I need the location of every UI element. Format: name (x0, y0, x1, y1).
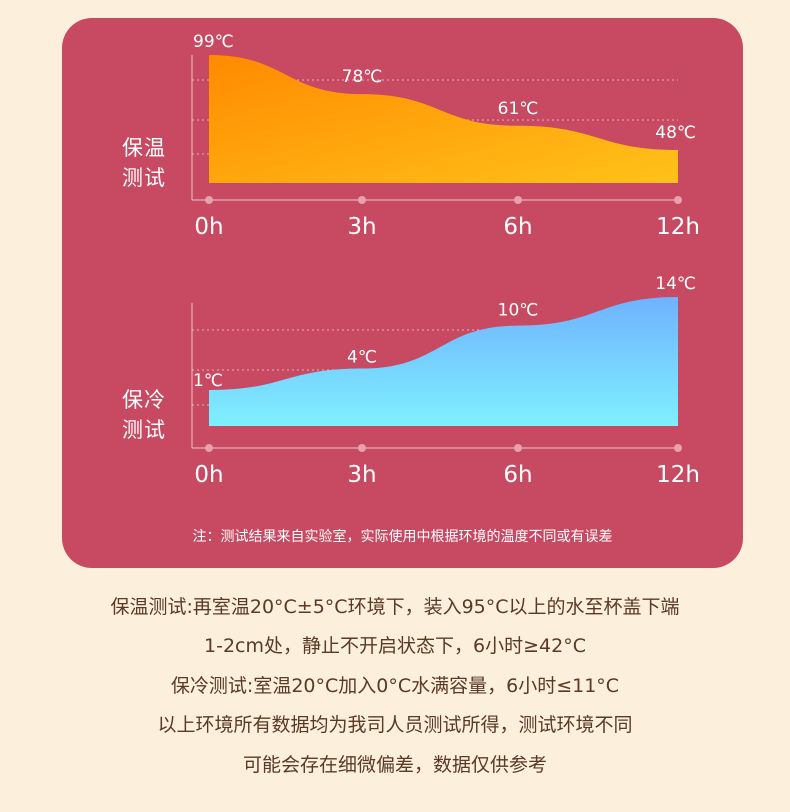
keep-cold-tick-label: 0h (194, 462, 223, 488)
keep-cold-data-label: 1℃ (193, 371, 223, 391)
charts-svg: 0h 3h 6h 12h 99℃ 78℃ 61℃ 48℃ 0h 3h 6h 12h 1℃ 4℃ 10℃ 14… (191, 32, 700, 488)
description-line: 以上环境所有数据均为我司人员测试所得，测试环境不同 (157, 714, 633, 736)
keep-warm-tick-label: 3h (347, 214, 376, 240)
keep-warm-side-label-line2: 测试 (122, 166, 166, 190)
chart-card: 0h 3h 6h 12h 99℃ 78℃ 61℃ 48℃ 0h 3h 6h 12h 1℃ 4℃ 10℃ 14… (62, 18, 743, 568)
description-line: 保温测试:再室温20°C±5°C环境下，装入95°C以上的水至杯盖下端 (110, 596, 680, 618)
keep-cold-side-label-line2: 测试 (122, 418, 166, 442)
keep-cold-tick-dot (358, 444, 366, 452)
keep-warm-data-label: 78℃ (342, 67, 383, 87)
keep-warm-side-label-line1: 保温 (122, 136, 166, 160)
keep-warm-data-label: 48℃ (655, 123, 696, 143)
keep-warm-chart: 0h 3h 6h 12h 99℃ 78℃ 61℃ 48℃ (191, 32, 700, 240)
keep-cold-tick-label: 3h (347, 462, 376, 488)
keep-warm-tick-label: 0h (194, 214, 223, 240)
keep-warm-tick-dot (674, 196, 682, 204)
description-line: 1-2cm处，静止不开启状态下，6小时≥42°C (204, 635, 586, 657)
keep-warm-tick-label: 12h (656, 214, 700, 240)
keep-warm-tick-label: 6h (503, 214, 532, 240)
keep-cold-tick-dot (514, 444, 522, 452)
description-line: 保冷测试:室温20°C加入0°C水满容量，6小时≤11°C (170, 675, 620, 697)
keep-warm-area (209, 55, 678, 183)
keep-warm-tick-dot (514, 196, 522, 204)
keep-warm-tick-dot (205, 196, 213, 204)
keep-warm-tick-dot (358, 196, 366, 204)
keep-cold-data-label: 14℃ (655, 274, 696, 294)
keep-warm-side-label: 保温 测试 (122, 133, 182, 193)
keep-cold-data-label: 4℃ (347, 348, 377, 368)
keep-warm-data-label: 61℃ (498, 99, 539, 119)
keep-cold-tick-dot (674, 444, 682, 452)
keep-cold-chart: 0h 3h 6h 12h 1℃ 4℃ 10℃ 14℃ (191, 274, 700, 488)
keep-cold-tick-label: 12h (656, 462, 700, 488)
keep-warm-data-label: 99℃ (193, 32, 234, 52)
keep-cold-side-label: 保冷 测试 (122, 385, 182, 445)
keep-cold-side-label-line1: 保冷 (122, 388, 166, 412)
keep-cold-area (209, 297, 678, 426)
description-line: 可能会存在细微偏差，数据仅供参考 (242, 754, 547, 776)
keep-cold-tick-dot (205, 444, 213, 452)
keep-cold-tick-label: 6h (503, 462, 532, 488)
test-note: 注：测试结果来自实验室，实际使用中根据环境的温度不同或有误差 (192, 529, 613, 545)
keep-cold-data-label: 10℃ (498, 301, 539, 321)
